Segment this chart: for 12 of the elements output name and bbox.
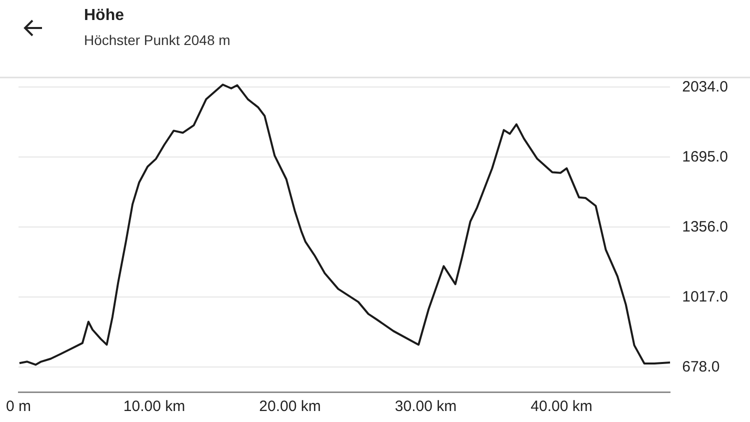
x-tick-label: 10.00 km bbox=[123, 398, 186, 416]
x-tick-label: 0 m bbox=[6, 398, 32, 416]
chart-subtitle: Höchster Punkt 2048 m bbox=[84, 32, 230, 48]
y-tick-label: 1356.0 bbox=[682, 218, 728, 236]
chart-title: Höhe bbox=[84, 7, 124, 25]
x-tick-label: 20.00 km bbox=[259, 398, 321, 416]
x-tick-label: 30.00 km bbox=[394, 398, 457, 416]
x-tick-label: 40.00 km bbox=[530, 398, 592, 416]
y-tick-label: 2034.0 bbox=[682, 78, 728, 96]
y-tick-label: 1017.0 bbox=[682, 288, 728, 306]
y-tick-label: 678.0 bbox=[682, 358, 720, 376]
y-tick-label: 1695.0 bbox=[682, 148, 728, 166]
